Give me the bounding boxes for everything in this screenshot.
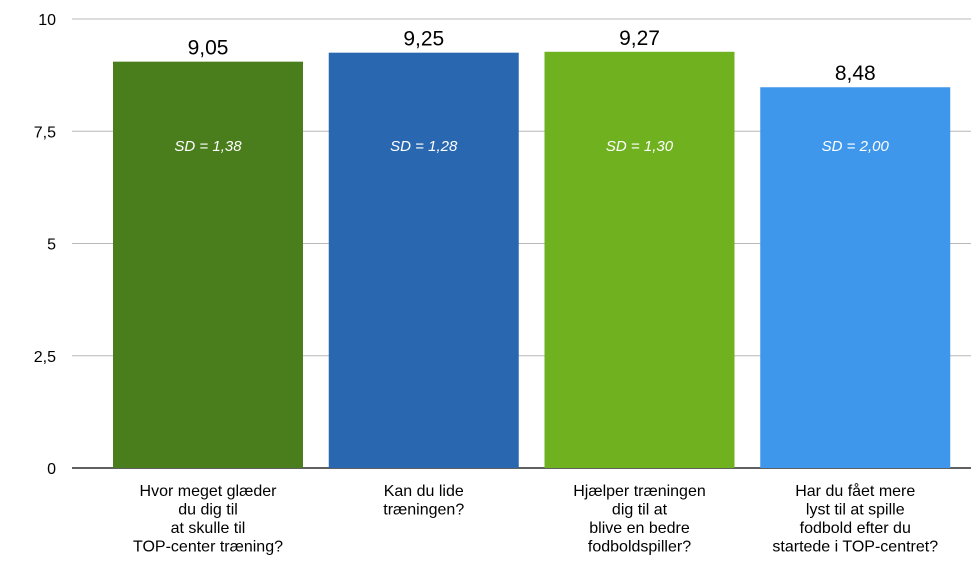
bar: [760, 87, 951, 469]
bar: [113, 61, 303, 468]
bar-value-label: 9,27: [619, 27, 660, 50]
y-tick-label: 0: [47, 461, 56, 478]
bar-value-label: 9,05: [188, 37, 229, 60]
x-tick-label: Kan du lide træningen?: [383, 483, 464, 519]
x-tick-label: Hvor meget glæder du dig til at skulle til…: [133, 483, 283, 556]
y-tick-label: 2,5: [34, 349, 56, 366]
x-tick-label-line: at skulle til: [171, 520, 246, 537]
y-tick-label: 10: [38, 12, 56, 29]
x-tick-label-line: dig til at: [612, 502, 668, 519]
x-tick-label-line: fodboldspiller?: [588, 539, 691, 556]
bar: [328, 52, 519, 469]
x-tick-label-line: du dig til: [178, 502, 238, 519]
bar-sd-label: SD = 2,00: [822, 138, 890, 155]
x-tick-label: Har du fået mere lyst til at spille fodbol…: [772, 482, 938, 556]
bar-labels: 9,05 SD = 1,38 9,25 SD = 1,28 9,27 SD = 1,30 8…: [174, 27, 889, 155]
x-tick-label-line: blive en bedre: [589, 520, 690, 537]
y-axis-ticks: 0 2,5 5 7,5 10: [34, 12, 56, 478]
bar-sd-label: SD = 1,30: [606, 138, 674, 155]
x-tick-label-line: Hjælper træningen: [573, 483, 706, 500]
x-tick-label-line: lyst til at spille: [806, 502, 905, 519]
bar-value-label: 8,48: [835, 62, 876, 85]
x-tick-label-line: træningen?: [383, 502, 464, 519]
y-tick-label: 7,5: [34, 124, 56, 141]
bar-sd-label: SD = 1,38: [174, 138, 242, 155]
bars: [113, 51, 951, 469]
category-labels: Hvor meget glæder du dig til at skulle til…: [133, 482, 938, 556]
bar-value-label: 9,25: [403, 28, 444, 51]
bar-sd-label: SD = 1,28: [390, 138, 458, 155]
x-tick-label-line: Hvor meget glæder: [140, 483, 278, 500]
x-tick-label-line: Har du fået mere: [795, 482, 915, 500]
y-tick-label: 5: [47, 237, 56, 254]
x-tick-label: Hjælper træningen dig til at blive en bedr…: [573, 483, 706, 556]
x-tick-label-line: startede i TOP-centret?: [772, 539, 938, 556]
bar: [544, 51, 735, 468]
x-tick-label-line: Kan du lide: [384, 483, 464, 500]
x-tick-label-line: TOP-center træning?: [133, 539, 283, 556]
x-tick-label-line: fodbold efter du: [800, 520, 911, 537]
